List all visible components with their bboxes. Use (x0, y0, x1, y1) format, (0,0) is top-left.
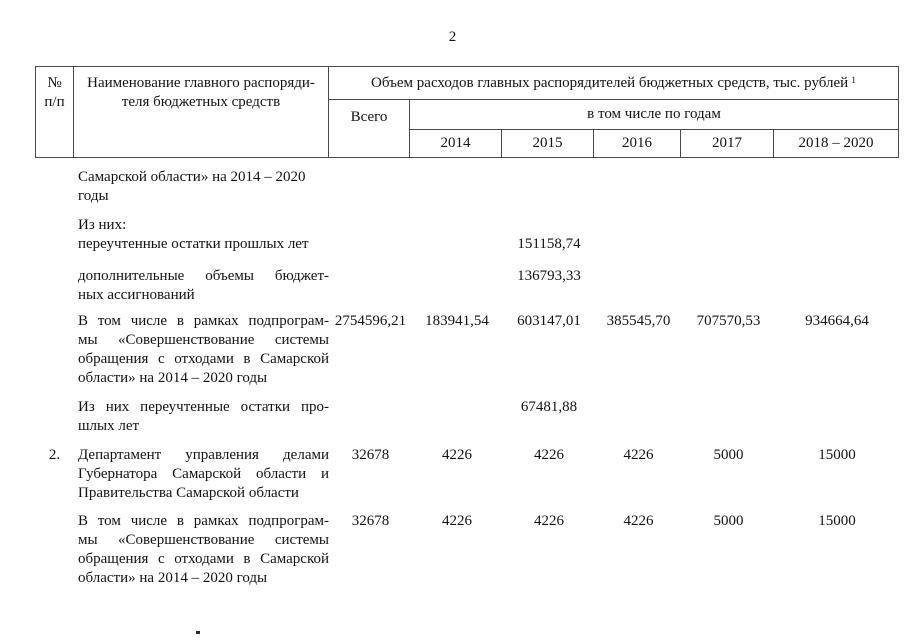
value-cell-2018-2020: 15000 (818, 513, 856, 529)
col-header-year-2014: 2014 (410, 130, 502, 157)
value-cell-2015: 136793,33 (517, 268, 581, 284)
row-name-line: дополнительные объемы бюджет- (78, 268, 329, 284)
col-header-total: Всего (329, 100, 410, 157)
row-name-line: Губернатора Самарской области и (78, 466, 329, 482)
col-header-year-2017: 2017 (681, 130, 774, 157)
row-name-line: Самарской области» на 2014 – 2020 (78, 169, 306, 185)
row-name: переучтенные остатки прошлых лет (74, 235, 330, 254)
row-name-line: В том числе в рамках подпрограм- (78, 513, 329, 529)
value-cell-2015: 4226 (534, 447, 564, 463)
col-header-volume-text: Объем расходов главных распорядителей бю… (371, 74, 849, 91)
row-name-line: мы «Совершенствование системы (78, 332, 329, 348)
value-cell-2017: 5000 (713, 513, 744, 529)
col-header-volume: Объем расходов главных распорядителей бю… (329, 67, 898, 100)
table-row: Самарской области» на 2014 – 2020 годы (35, 168, 899, 206)
row-name: В том числе в рамках подпрограм- мы «Сов… (74, 312, 330, 388)
value-cell-total: 32678 (351, 513, 390, 529)
value-cell-total: 32678 (351, 447, 390, 463)
row-name: В том числе в рамках подпрограм- мы «Сов… (74, 512, 330, 588)
col-header-row-number-line1: № (47, 75, 62, 91)
col-header-by-years: в том числе по годам (410, 100, 898, 130)
value-cell-2017: 707570,53 (696, 313, 761, 329)
row-name-line: Правительства Самарской области (78, 485, 299, 501)
table-row: Из них: (35, 216, 899, 235)
row-name-line: годы (78, 188, 109, 204)
row-name-line: шлых лет (78, 418, 140, 434)
value-cell-2015: 151158,74 (517, 236, 581, 252)
row-name-line: мы «Совершенствование системы (78, 532, 329, 548)
row-name-line: области» на 2014 – 2020 годы (78, 370, 268, 386)
col-header-year-2018-2020: 2018 – 2020 (798, 135, 874, 151)
row-name-line: Из них переучтенные остатки про- (78, 399, 329, 415)
col-header-year-2016: 2016 (594, 130, 681, 157)
row-name-line: области» на 2014 – 2020 годы (78, 570, 268, 586)
table-row: В том числе в рамках подпрограм- мы «Сов… (35, 512, 899, 588)
value-cell-2015: 67481,88 (520, 399, 578, 415)
value-cell-2016: 4226 (623, 447, 654, 463)
table-row: дополнительные объемы бюджет- ных ассигн… (35, 267, 899, 305)
row-name: Из них: (74, 216, 330, 235)
row-name-line: обращения с отходами в Самарской (78, 351, 329, 367)
value-cell-2014: 4226 (442, 447, 472, 463)
footnote-marker: 1 (851, 75, 856, 86)
col-header-year-2015: 2015 (502, 130, 594, 157)
budget-table: № п/п Наименование главного распоряди- т… (35, 66, 899, 588)
row-name-line: В том числе в рамках подпрограм- (78, 313, 329, 329)
col-header-name: Наименование главного распоряди- теля бю… (74, 67, 329, 157)
value-cell-total: 2754596,21 (334, 313, 407, 329)
row-name: дополнительные объемы бюджет- ных ассигн… (74, 267, 330, 305)
row-name: Из них переучтенные остатки про- шлых ле… (74, 398, 330, 436)
table-row: Из них переучтенные остатки про- шлых ле… (35, 398, 899, 436)
scan-speck (196, 631, 200, 634)
value-cell-2017: 5000 (713, 447, 744, 463)
table-header: № п/п Наименование главного распоряди- т… (35, 66, 899, 158)
value-cell-2018-2020: 15000 (818, 447, 856, 463)
value-cell-2015: 4226 (534, 513, 564, 529)
row-name-line: Из них: (78, 217, 127, 233)
value-cell-2016: 385545,70 (606, 313, 671, 329)
table-row: 2. Департамент управления делами Губерна… (35, 446, 899, 503)
value-cell-2014: 4226 (442, 513, 472, 529)
value-cell-2014: 183941,54 (425, 313, 489, 329)
row-name-line: обращения с отходами в Самарской (78, 551, 329, 567)
value-cell-2018-2020: 934664,64 (805, 313, 869, 329)
table-row: В том числе в рамках подпрограм- мы «Сов… (35, 312, 899, 388)
col-header-row-number-line2: п/п (44, 94, 65, 110)
row-name: Департамент управления делами Губернатор… (74, 446, 330, 503)
value-cell-2016: 4226 (623, 513, 654, 529)
page-number: 2 (448, 29, 457, 45)
row-number: 2. (48, 447, 61, 463)
value-cell-2015: 603147,01 (517, 313, 581, 329)
row-name-line: ных ассигнований (78, 287, 195, 303)
row-name-line: Департамент управления делами (78, 447, 329, 463)
row-name-line: переучтенные остатки прошлых лет (78, 236, 309, 252)
col-header-name-line1: Наименование главного распоряди- (87, 75, 315, 91)
table-row: переучтенные остатки прошлых лет 151158,… (35, 235, 899, 254)
col-header-row-number: № п/п (36, 67, 74, 157)
row-name: Самарской области» на 2014 – 2020 годы (74, 168, 330, 206)
col-header-name-line2: теля бюджетных средств (121, 94, 281, 110)
